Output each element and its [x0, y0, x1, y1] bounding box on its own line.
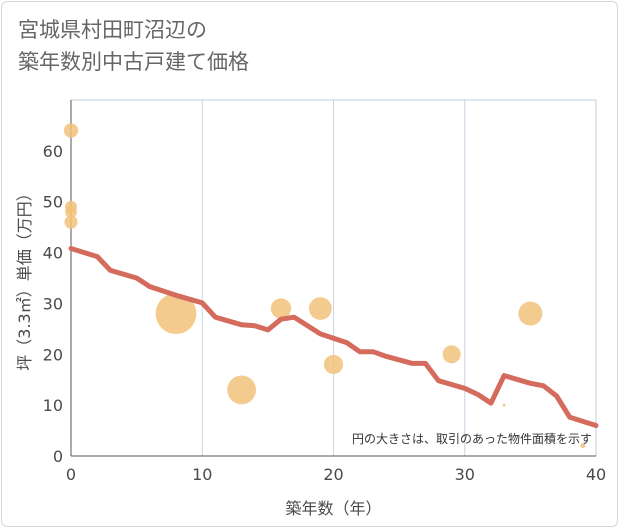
y-tick-label: 40	[43, 244, 63, 263]
data-point	[442, 345, 461, 364]
data-points	[63, 123, 586, 449]
data-point	[65, 205, 77, 218]
x-tick-label: 0	[66, 465, 76, 484]
data-point	[155, 293, 197, 334]
chart-title: 宮城県村田町沼辺の 築年数別中古戸建て価格	[18, 14, 578, 78]
data-point	[227, 375, 257, 405]
chart-title-line-2: 築年数別中古戸建て価格	[18, 50, 249, 74]
y-tick-label: 30	[43, 294, 63, 313]
y-tick-label: 20	[43, 345, 63, 364]
data-point	[518, 301, 543, 326]
chart-title-line-1: 宮城県村田町沼辺の	[18, 18, 207, 42]
x-tick-label: 10	[192, 465, 212, 484]
x-tick-label: 30	[455, 465, 475, 484]
y-axis-label: 坪（3.3㎡）単価（万円）	[15, 185, 34, 370]
x-tick-label: 40	[586, 465, 606, 484]
data-point	[63, 123, 79, 138]
trend-line	[68, 246, 599, 428]
data-point	[502, 403, 506, 407]
data-point	[64, 215, 78, 229]
data-point	[270, 298, 292, 319]
data-point	[580, 443, 586, 449]
data-point	[308, 297, 332, 320]
x-axis-label: 築年数（年）	[285, 499, 381, 518]
x-tick-label: 20	[323, 465, 343, 484]
data-point	[323, 354, 344, 375]
axis-ticks: 0 10 20 30 40 50 60 0 10 20 30 40	[43, 142, 607, 484]
y-tick-label: 10	[43, 396, 63, 415]
grid-lines	[70, 99, 597, 457]
y-tick-label: 0	[53, 447, 63, 466]
y-tick-label: 60	[43, 142, 63, 161]
trend-line-group	[68, 246, 599, 428]
y-tick-label: 50	[43, 193, 63, 212]
bubble-size-note: 円の大きさは、取引のあった物件面積を示す	[352, 431, 592, 446]
